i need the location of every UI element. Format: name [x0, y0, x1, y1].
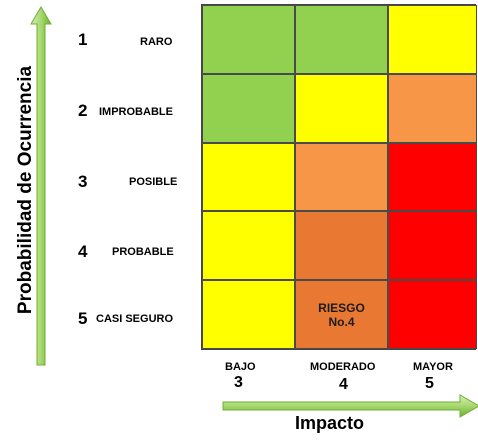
cell-r4-c3: [388, 211, 477, 281]
risk-matrix: RIESGO No.4: [201, 4, 477, 350]
column-2-label: MODERADO: [310, 361, 376, 373]
cell-r2-c2: [295, 73, 388, 143]
row-3-label: POSIBLE: [129, 176, 178, 188]
row-5-number: 5: [78, 309, 88, 328]
horizontal-arrow-icon: [222, 394, 478, 418]
column-3-number: 5: [425, 375, 434, 392]
column-1-label: BAJO: [225, 361, 256, 373]
cell-r3-c3: [388, 142, 477, 212]
cell-r1-c1: [202, 5, 295, 74]
cell-r2-c3: [388, 73, 477, 143]
risk-highlight-label: RIESGO No.4: [318, 301, 365, 329]
row-4-number: 4: [78, 242, 88, 261]
column-3-label: MAYOR: [413, 361, 453, 373]
row-1-number: 1: [78, 30, 88, 49]
risk-highlight-line1: RIESGO: [318, 300, 365, 315]
cell-r1-c2: [295, 5, 388, 74]
y-axis-label: Probabilidad de Ocurrencia: [15, 65, 36, 315]
x-axis-label: Impacto: [295, 413, 365, 433]
cell-r3-c2: [295, 142, 388, 212]
row-4-label: PROBABLE: [112, 246, 174, 258]
cell-r1-c3: [388, 5, 477, 74]
cell-r3-c1: [202, 142, 295, 212]
row-5-label: CASI SEGURO: [96, 313, 174, 325]
column-2-number: 4: [339, 376, 348, 393]
row-3-number: 3: [78, 172, 88, 191]
cell-r5-c1: [202, 280, 295, 349]
risk-highlight-line2: No.4: [328, 314, 355, 329]
row-1-label: RARO: [140, 36, 173, 48]
vertical-arrow-icon: [30, 6, 52, 366]
row-2-label: IMPROBABLE: [99, 106, 173, 118]
row-2-number: 2: [78, 101, 88, 120]
cell-r5-c2: RIESGO No.4: [295, 280, 388, 349]
cell-r4-c1: [202, 211, 295, 281]
cell-r2-c1: [202, 73, 295, 143]
column-1-number: 3: [234, 374, 243, 391]
cell-r5-c3: [388, 280, 477, 349]
cell-r4-c2: [295, 211, 388, 281]
